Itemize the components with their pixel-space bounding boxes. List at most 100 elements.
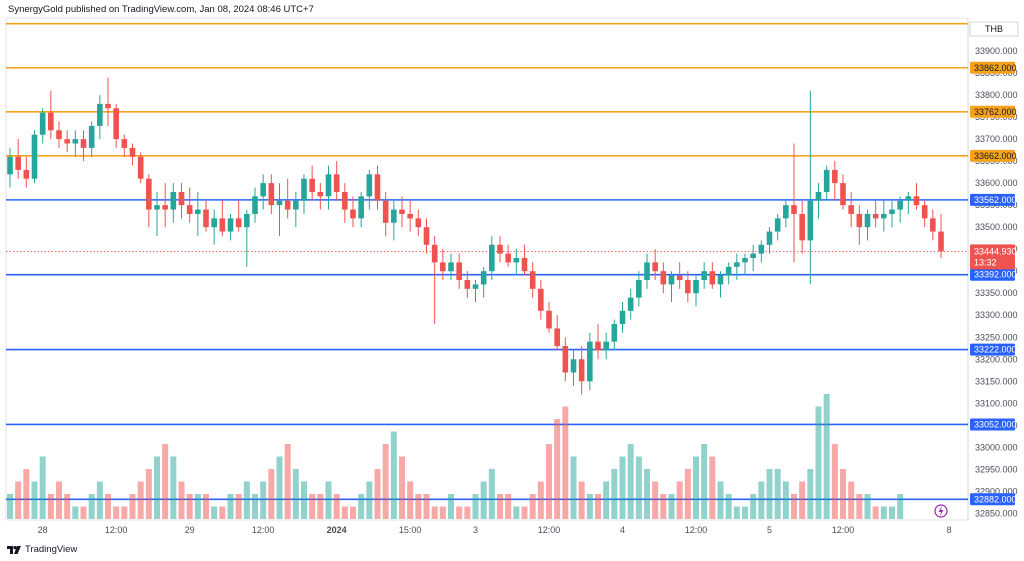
volume-bar: [791, 494, 797, 519]
time-tick-label: 12:00: [105, 525, 128, 535]
candle-body: [913, 196, 920, 206]
volume-bar: [480, 481, 487, 519]
candle-body: [766, 231, 773, 245]
volume-bar: [366, 481, 373, 519]
volume-bar: [439, 506, 446, 519]
price-tick-label: 33700.000: [975, 134, 1018, 144]
candle-body: [832, 169, 838, 184]
candle-body: [652, 262, 658, 272]
time-tick-label: 12:00: [538, 525, 561, 535]
candle-body: [415, 218, 422, 228]
candle-body: [105, 103, 111, 109]
volume-bar: [301, 481, 307, 519]
volume-bar: [88, 494, 95, 519]
volume-bar: [644, 469, 650, 519]
candle-body: [693, 280, 699, 294]
candle-body: [391, 209, 397, 223]
candle-body: [864, 213, 871, 228]
candle-body: [872, 213, 879, 219]
tradingview-brand[interactable]: TradingView: [7, 544, 77, 555]
currency-label: THB: [985, 24, 1003, 34]
level-tag-label: 33662.000: [974, 151, 1017, 161]
volume-bar: [488, 469, 495, 519]
price-tick-label: 33300.000: [975, 310, 1018, 320]
volume-bar: [684, 469, 691, 519]
candles: [7, 77, 944, 395]
volume-bar: [113, 506, 120, 519]
volume-bar: [709, 456, 716, 519]
price-tick-label: 33600.000: [975, 178, 1018, 188]
volume-bar: [235, 494, 242, 519]
candle-body: [725, 266, 732, 276]
candle-body: [889, 209, 895, 214]
volume-bar: [529, 494, 536, 519]
candle-body: [7, 156, 13, 175]
last-price-label: 33444.930: [974, 246, 1017, 256]
volume-bar: [497, 494, 503, 519]
candle-body: [587, 341, 593, 382]
time-tick-label: 5: [767, 525, 772, 535]
candle-body: [546, 310, 552, 329]
candle-body: [448, 262, 454, 272]
time-tick-label: 12:00: [685, 525, 708, 535]
candle-body: [244, 213, 250, 228]
candle-body: [31, 134, 38, 179]
volume-bar: [145, 469, 152, 519]
candle-body: [750, 253, 756, 258]
candle-body: [758, 244, 765, 254]
candle-body: [129, 147, 136, 157]
candle-body: [668, 275, 675, 285]
volume-bar: [350, 506, 356, 519]
volume-bar: [227, 494, 234, 519]
tradingview-logo-icon: [7, 545, 21, 554]
volume-bar: [521, 506, 528, 519]
candle-body: [676, 275, 683, 281]
price-tick-label: 32850.000: [975, 508, 1018, 518]
volume-bar: [374, 469, 381, 519]
volume-bar: [243, 481, 250, 519]
candle-body: [80, 139, 87, 148]
price-tick-label: 33250.000: [975, 332, 1018, 342]
volume-bar: [162, 444, 169, 519]
candle-body: [513, 257, 520, 263]
volume-bar: [823, 394, 830, 519]
candle-body: [570, 359, 577, 373]
volume-bar: [23, 469, 30, 519]
candle-body: [881, 213, 887, 219]
volume-bar: [96, 481, 103, 519]
volume-bar: [603, 481, 610, 519]
candle-body: [848, 205, 854, 214]
lightning-icon[interactable]: [934, 504, 948, 518]
level-tag-label: 33222.000: [974, 345, 1017, 355]
candle-body: [930, 218, 936, 232]
volume-bar: [72, 506, 79, 519]
volume-bar: [766, 469, 773, 519]
price-tick-label: 32900.000: [975, 486, 1018, 496]
volume-bar: [464, 506, 471, 519]
volume-bar: [423, 494, 430, 519]
candle-body: [325, 174, 332, 197]
volume-bar: [701, 444, 708, 519]
candle-body: [39, 112, 46, 135]
candle-body: [284, 200, 291, 210]
support-price-tag: [970, 418, 1015, 431]
volume-bar: [758, 481, 765, 519]
time-tick-label: 2024: [327, 525, 347, 535]
candle-body: [195, 209, 201, 214]
time-tick-label: 12:00: [252, 525, 275, 535]
volume-bar: [717, 481, 724, 519]
candle-body: [611, 324, 618, 342]
volume-bar: [431, 506, 438, 519]
time-tick-label: 4: [620, 525, 625, 535]
volume-bar: [782, 481, 789, 519]
volume-bar: [652, 481, 659, 519]
volume-bar: [676, 481, 683, 519]
volume-bar: [219, 506, 226, 519]
horizontal-levels: [6, 22, 968, 501]
volume-bar: [619, 456, 626, 519]
candle-body: [399, 209, 405, 214]
candle-body: [366, 174, 373, 197]
currency-box[interactable]: [969, 21, 1019, 37]
volume-bar: [15, 481, 22, 519]
candle-body: [619, 310, 626, 325]
